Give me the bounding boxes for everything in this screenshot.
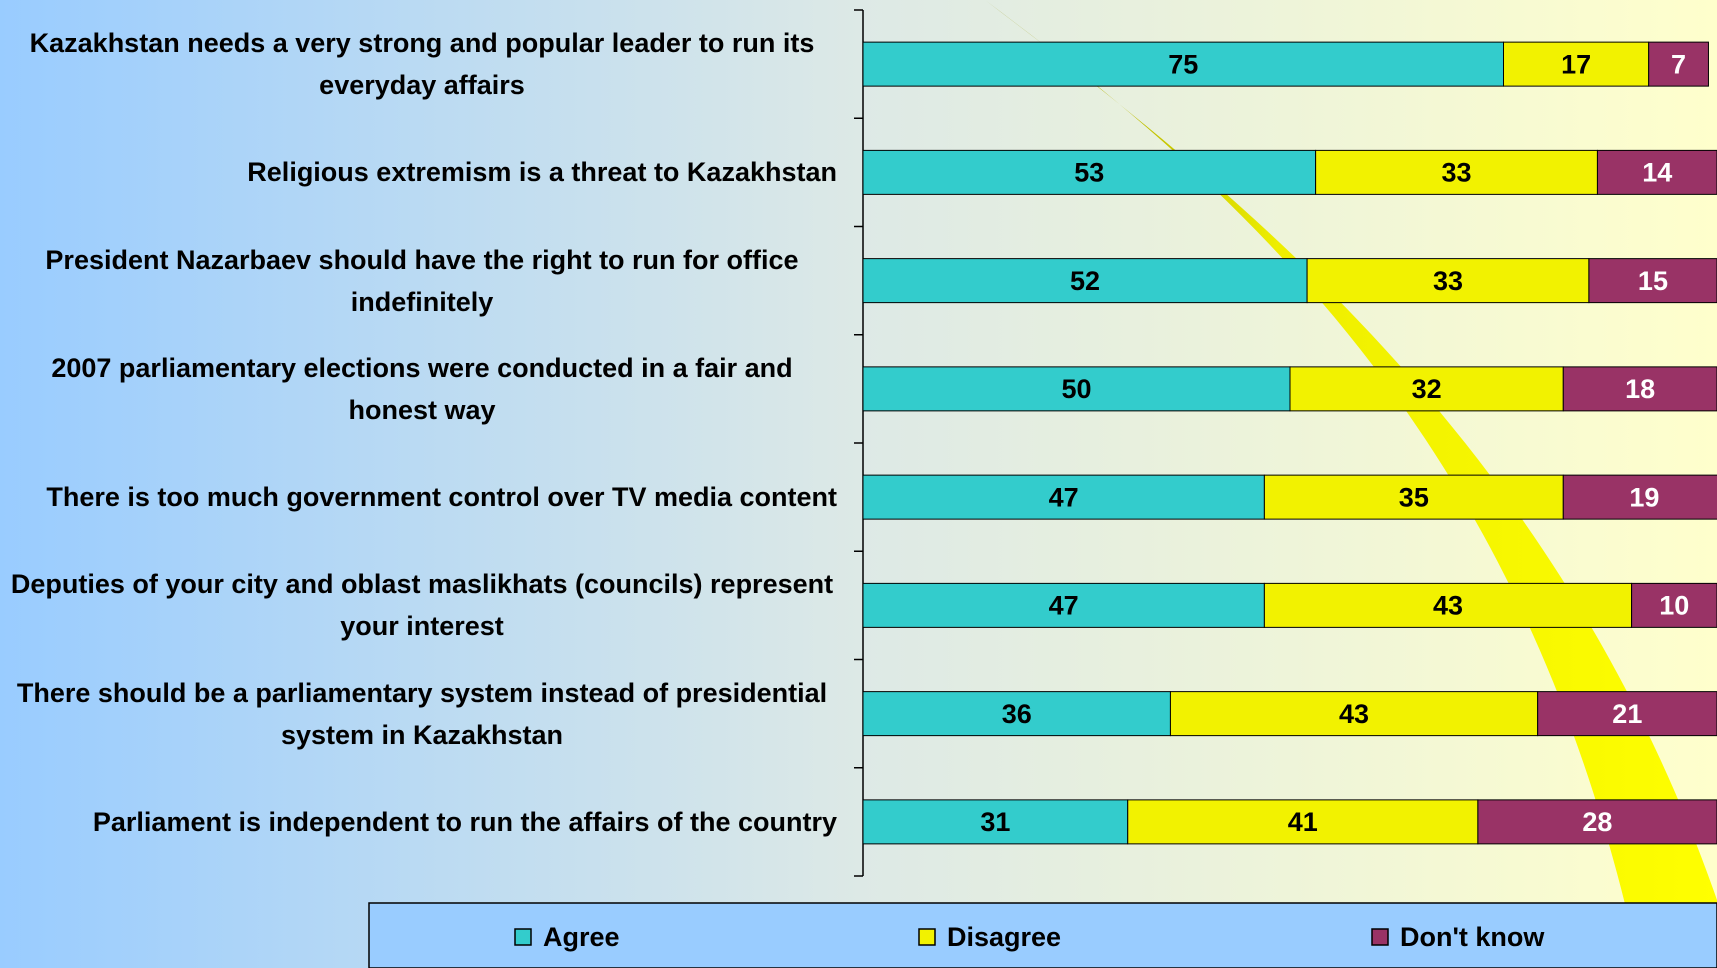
- data-label: 41: [1288, 807, 1318, 837]
- category-label: President Nazarbaev should have the righ…: [7, 239, 837, 323]
- data-label: 52: [1070, 266, 1100, 296]
- category-label: 2007 parliamentary elections were conduc…: [7, 347, 837, 431]
- data-label: 28: [1582, 807, 1612, 837]
- legend-label: Disagree: [947, 922, 1061, 952]
- data-label: 7: [1671, 49, 1686, 79]
- legend-swatch: [919, 929, 935, 945]
- data-label: 15: [1638, 266, 1668, 296]
- data-label: 19: [1629, 482, 1659, 512]
- chart: 75 17 7 53 33 14 52 33 15 50 32 18 47 35 19 47 43 10 36 43 2…: [0, 0, 1717, 968]
- data-label: 17: [1561, 49, 1591, 79]
- data-label: 43: [1433, 591, 1463, 621]
- data-label: 18: [1625, 374, 1655, 404]
- legend-swatch: [515, 929, 531, 945]
- legend-swatch: [1372, 929, 1388, 945]
- data-label: 53: [1074, 158, 1104, 188]
- data-label: 14: [1642, 158, 1672, 188]
- data-label: 32: [1412, 374, 1442, 404]
- data-label: 31: [980, 807, 1010, 837]
- data-label: 75: [1168, 49, 1198, 79]
- category-label: Deputies of your city and oblast maslikh…: [7, 563, 837, 647]
- category-label: Kazakhstan needs a very strong and popul…: [7, 22, 837, 106]
- data-label: 36: [1002, 699, 1032, 729]
- data-label: 35: [1399, 482, 1429, 512]
- category-label: There is too much government control ove…: [46, 476, 837, 518]
- data-label: 10: [1659, 591, 1689, 621]
- legend-label: Agree: [543, 922, 620, 952]
- data-label: 21: [1612, 699, 1642, 729]
- data-label: 43: [1339, 699, 1369, 729]
- data-label: 47: [1049, 482, 1079, 512]
- data-label: 33: [1442, 158, 1472, 188]
- data-label: 33: [1433, 266, 1463, 296]
- data-label: 47: [1049, 591, 1079, 621]
- data-label: 50: [1061, 374, 1091, 404]
- category-label: Parliament is independent to run the aff…: [93, 801, 837, 843]
- category-label: There should be a parliamentary system i…: [7, 672, 837, 756]
- legend-label: Don't know: [1400, 922, 1545, 952]
- category-label: Religious extremism is a threat to Kazak…: [247, 151, 837, 193]
